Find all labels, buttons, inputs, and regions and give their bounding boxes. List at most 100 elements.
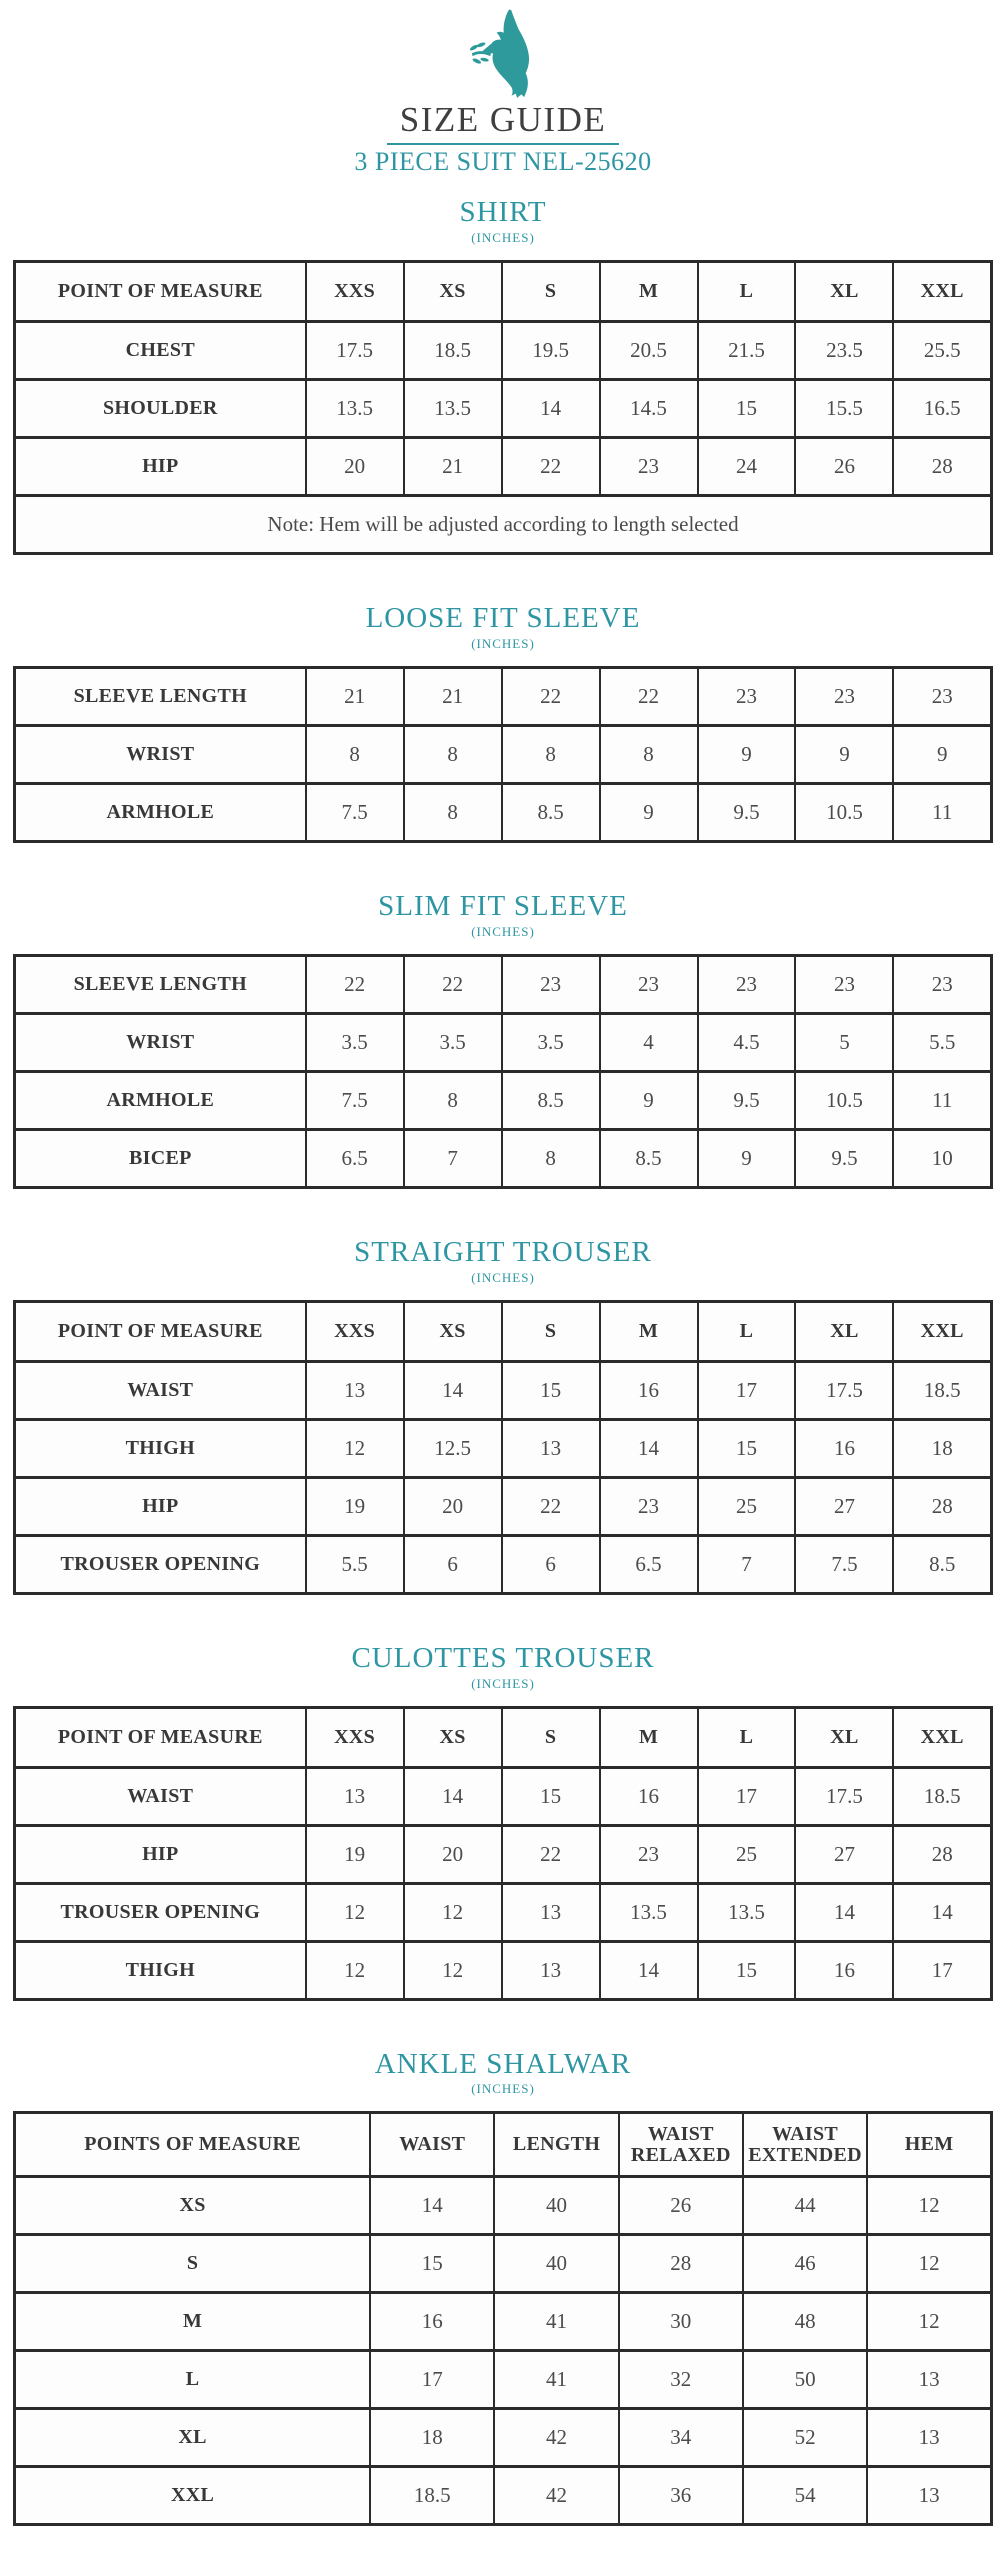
size-cell: 9.5	[696, 781, 797, 843]
size-cell: 13.5	[696, 1881, 797, 1943]
row-label: XS	[13, 2175, 372, 2237]
size-cell: 21.5	[696, 319, 797, 381]
size-cell: 9	[696, 1127, 797, 1189]
size-cell: 15	[369, 2233, 496, 2295]
size-cell: 10.5	[794, 1069, 895, 1131]
culottes-trouser-size-table: POINT OF MEASURE XXS XS S M L XL XXL WAIST 13 14 15…	[13, 1705, 993, 2001]
table-row: HIP 19 20 22 23 25 27 28	[13, 1823, 993, 1885]
size-cell: 13	[866, 2349, 993, 2411]
size-cell: 12	[866, 2291, 993, 2353]
section-title: LOOSE FIT SLEEVE	[365, 601, 641, 634]
column-header: M	[598, 1705, 699, 1769]
size-cell: 25	[696, 1823, 797, 1885]
size-cell: 21	[402, 435, 503, 497]
size-cell: 16.5	[892, 377, 993, 439]
size-cell: 22	[598, 665, 699, 727]
size-cell: 16	[369, 2291, 496, 2353]
column-header: XXS	[304, 1299, 405, 1363]
size-cell: 13.5	[402, 377, 503, 439]
column-header: S	[500, 259, 601, 323]
size-cell: 50	[741, 2349, 869, 2411]
size-cell: 13	[866, 2407, 993, 2469]
size-cell: 32	[617, 2349, 744, 2411]
size-cell: 18.5	[892, 1359, 993, 1421]
section-loose-fit-sleeve: LOOSE FIT SLEEVE (INCHES) SLEEVE LENGTH 21 2…	[0, 601, 1006, 843]
size-cell: 42	[493, 2465, 620, 2527]
size-cell: 20	[304, 435, 405, 497]
page-title: SIZE GUIDE	[399, 100, 607, 139]
column-header: LENGTH	[493, 2111, 620, 2179]
size-cell: 13.5	[304, 377, 405, 439]
size-cell: 16	[794, 1417, 895, 1479]
table-row: ARMHOLE 7.5 8 8.5 9 9.5 10.5 11	[13, 1069, 993, 1131]
size-cell: 9	[794, 723, 895, 785]
dove-logo-icon	[469, 9, 530, 98]
size-cell: 14	[402, 1765, 503, 1827]
size-cell: 22	[402, 953, 503, 1015]
row-label: BICEP	[13, 1127, 307, 1189]
header-row: POINTS OF MEASURE WAIST LENGTH WAIST RELAXE…	[13, 2111, 993, 2179]
size-cell: 15	[696, 377, 797, 439]
size-cell: 8	[402, 1069, 503, 1131]
row-label: HIP	[13, 1475, 307, 1537]
slim-fit-sleeve-size-table: SLEEVE LENGTH 22 22 23 23 23 23 23 WRIST 3.5 3.5 3.…	[13, 953, 993, 1189]
column-header: XXS	[304, 1705, 405, 1769]
size-cell: 22	[304, 953, 405, 1015]
table-row: XL 18 42 34 52 13	[13, 2407, 993, 2469]
header-row: POINT OF MEASURE XXS XS S M L XL XXL	[13, 1299, 993, 1363]
section-unit: (INCHES)	[471, 1269, 535, 1285]
column-header: HEM	[866, 2111, 993, 2179]
size-cell: 13	[500, 1417, 601, 1479]
column-header: S	[500, 1299, 601, 1363]
size-cell: 3.5	[500, 1011, 601, 1073]
size-cell: 28	[892, 435, 993, 497]
table-row: THIGH 12 12.5 13 14 15 16 18	[13, 1417, 993, 1479]
column-header: WAIST RELAXED	[617, 2111, 744, 2179]
table-row: S 15 40 28 46 12	[13, 2233, 993, 2295]
section-title: SLIM FIT SLEEVE	[378, 889, 628, 922]
size-cell: 23	[598, 1823, 699, 1885]
section-unit: (INCHES)	[471, 229, 535, 245]
size-cell: 23	[892, 665, 993, 727]
row-label: M	[13, 2291, 372, 2353]
size-cell: 19	[304, 1475, 405, 1537]
column-header: L	[696, 259, 797, 323]
column-header: XL	[794, 259, 895, 323]
size-cell: 5.5	[892, 1011, 993, 1073]
table-row: HIP 19 20 22 23 25 27 28	[13, 1475, 993, 1537]
table-row: SLEEVE LENGTH 21 21 22 22 23 23 23	[13, 665, 993, 727]
table-row: CHEST 17.5 18.5 19.5 20.5 21.5 23.5 25.5	[13, 319, 993, 381]
size-cell: 17	[696, 1765, 797, 1827]
section-title: CULOTTES TROUSER	[351, 1641, 655, 1674]
size-cell: 23	[500, 953, 601, 1015]
size-cell: 8.5	[500, 1069, 601, 1131]
size-cell: 52	[741, 2407, 869, 2469]
size-cell: 15	[696, 1417, 797, 1479]
size-cell: 8.5	[500, 781, 601, 843]
size-cell: 10	[892, 1127, 993, 1189]
row-label: THIGH	[13, 1417, 307, 1479]
size-cell: 8.5	[598, 1127, 699, 1189]
size-cell: 42	[493, 2407, 620, 2469]
size-cell: 6.5	[598, 1533, 699, 1595]
size-cell: 5	[794, 1011, 895, 1073]
section-title: ANKLE SHALWAR	[374, 2047, 632, 2080]
column-header: L	[696, 1705, 797, 1769]
size-cell: 9	[696, 723, 797, 785]
size-cell: 13	[500, 1939, 601, 2001]
row-label: ARMHOLE	[13, 1069, 307, 1131]
size-cell: 23	[696, 953, 797, 1015]
table-row: WRIST 3.5 3.5 3.5 4 4.5 5 5.5	[13, 1011, 993, 1073]
section-unit: (INCHES)	[471, 2081, 535, 2097]
size-cell: 10.5	[794, 781, 895, 843]
size-cell: 25.5	[892, 319, 993, 381]
row-label: XL	[13, 2407, 372, 2469]
size-cell: 9	[598, 781, 699, 843]
table-row: ARMHOLE 7.5 8 8.5 9 9.5 10.5 11	[13, 781, 993, 843]
row-label: XXL	[13, 2465, 372, 2527]
row-label: L	[13, 2349, 372, 2411]
shirt-size-table: POINT OF MEASURE XXS XS S M L XL XXL CHEST 17.5 18…	[13, 259, 993, 555]
table-row: SHOULDER 13.5 13.5 14 14.5 15 15.5 16.5	[13, 377, 993, 439]
size-cell: 21	[402, 665, 503, 727]
